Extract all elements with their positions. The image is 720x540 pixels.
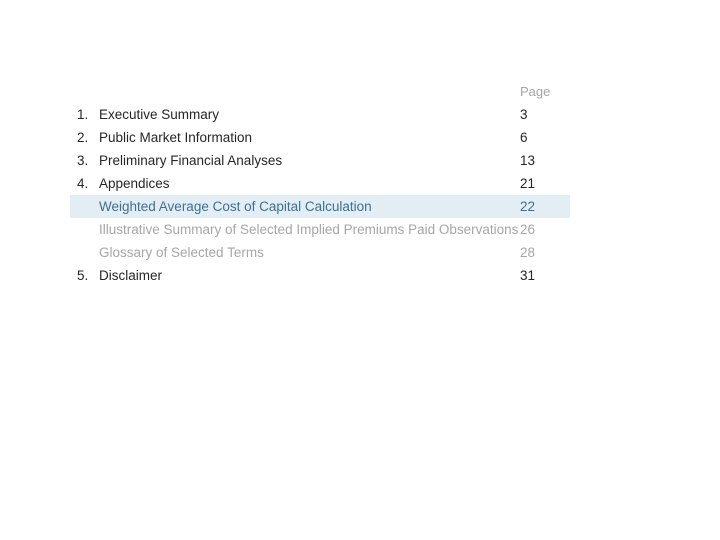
entry-title: Disclaimer [99,268,163,283]
entry-number: 5. [77,268,89,283]
entry-number: 2. [77,130,89,145]
table-of-contents: Page 1. Executive Summary 3 2. Public Ma… [70,81,570,287]
entry-title: Glossary of Selected Terms [99,245,264,260]
entry-page: 31 [520,268,536,283]
toc-entry-disclaimer[interactable]: 5. Disclaimer 31 [70,264,570,287]
entry-page: 3 [520,107,528,122]
entry-page: 6 [520,130,528,145]
entry-title: Public Market Information [99,130,253,145]
toc-entry-preliminary-financial-analyses[interactable]: 3. Preliminary Financial Analyses 13 [70,149,570,172]
entry-title: Illustrative Summary of Selected Implied… [99,222,519,237]
toc-entry-glossary[interactable]: Glossary of Selected Terms 28 [70,241,570,264]
toc-entry-wacc-calculation[interactable]: Weighted Average Cost of Capital Calcula… [70,195,570,218]
entry-title: Preliminary Financial Analyses [99,153,283,168]
entry-page: 22 [520,199,536,214]
toc-entry-public-market-information[interactable]: 2. Public Market Information 6 [70,126,570,149]
entry-page: 26 [520,222,536,237]
toc-entry-implied-premiums-summary[interactable]: Illustrative Summary of Selected Implied… [70,218,570,241]
entry-number: 3. [77,153,89,168]
page-column-header: Page [520,84,551,99]
entry-title: Appendices [99,176,170,191]
entry-number: 4. [77,176,89,191]
toc-header: Page [70,81,570,103]
entry-title: Weighted Average Cost of Capital Calcula… [99,199,372,214]
toc-entry-appendices[interactable]: 4. Appendices 21 [70,172,570,195]
entry-number: 1. [77,107,89,122]
entry-page: 28 [520,245,536,260]
entry-page: 21 [520,176,536,191]
entry-title: Executive Summary [99,107,220,122]
entry-page: 13 [520,153,536,168]
toc-entry-executive-summary[interactable]: 1. Executive Summary 3 [70,103,570,126]
